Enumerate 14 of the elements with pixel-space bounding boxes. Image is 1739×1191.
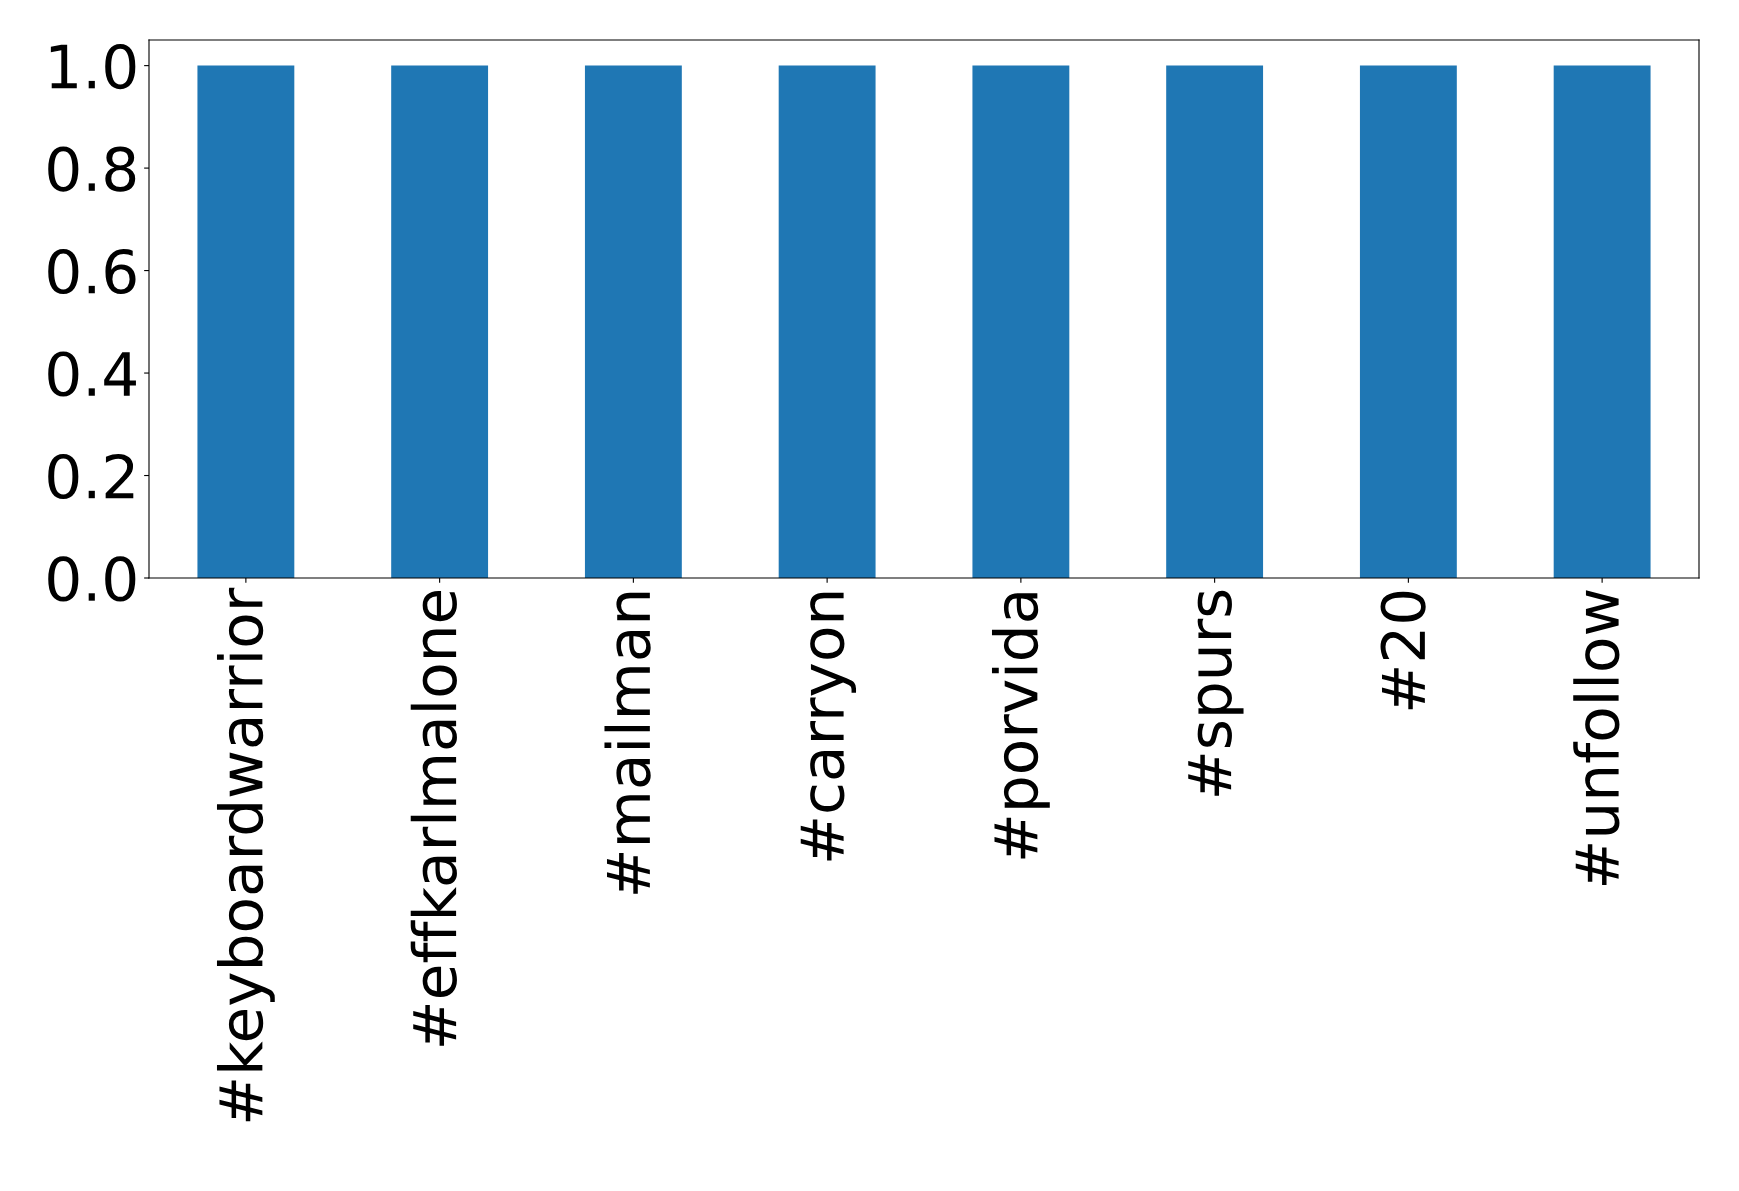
y-tick-label: 1.0 [50, 43, 136, 90]
y-tick-label: 0.4 [48, 351, 136, 397]
y-tick-label: 0.2 [48, 453, 134, 500]
y-tick-label: 0.0 [48, 556, 136, 602]
x-tick-label: #20 [1380, 591, 1426, 710]
y-tick-label: 0.6 [48, 248, 136, 295]
x-tick-label: #effkarlmalone [410, 590, 457, 1046]
x-tick-label: #unfollow [1573, 590, 1620, 885]
x-tick-label: #keyboardwarrior [216, 587, 275, 1122]
x-tick-label: #porvida [991, 593, 1050, 859]
x-tick-label: #carryon [800, 592, 857, 861]
x-tick-label: #mailman [604, 592, 651, 894]
x-tick-label: #spurs [1188, 590, 1244, 796]
y-tick-label: 0.8 [48, 146, 136, 192]
